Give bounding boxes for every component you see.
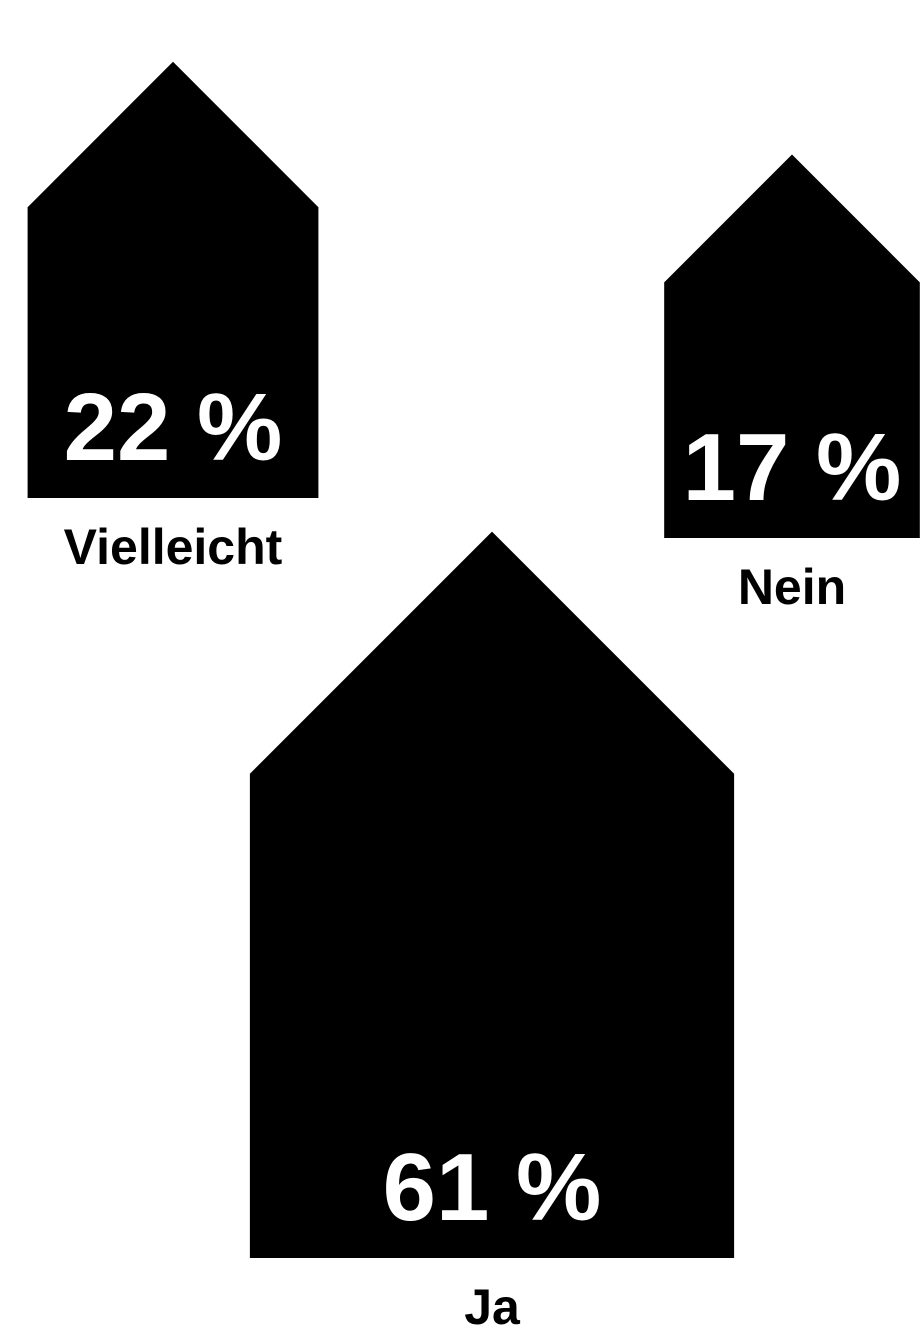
category-label: Ja [464,1279,521,1334]
house [249,531,735,1258]
house [664,154,920,538]
value-label: 22 % [64,374,283,481]
house [27,61,319,499]
value-label: 61 % [383,1134,602,1241]
category-label: Vielleicht [64,519,283,575]
category-label: Nein [738,559,846,615]
value-label: 17 % [683,414,902,521]
